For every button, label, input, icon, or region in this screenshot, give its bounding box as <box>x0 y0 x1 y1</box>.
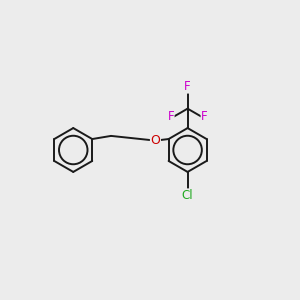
Text: Cl: Cl <box>182 189 194 202</box>
Text: F: F <box>184 80 191 93</box>
Text: F: F <box>167 110 174 123</box>
Text: O: O <box>151 134 160 147</box>
Text: F: F <box>201 110 208 123</box>
